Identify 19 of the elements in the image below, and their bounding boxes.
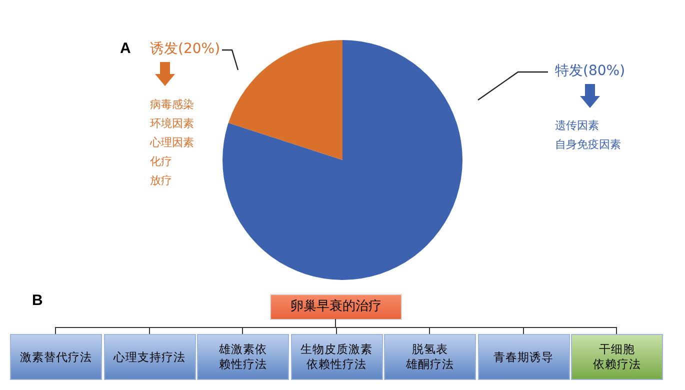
text: 干细胞依赖疗法 bbox=[592, 342, 642, 372]
text: 激素替代疗法 bbox=[19, 350, 93, 364]
text: 放疗 bbox=[150, 173, 172, 189]
text: 青春期诱导 bbox=[492, 350, 554, 364]
text: 卵巢早衰的治疗 bbox=[270, 294, 402, 320]
text: 心理支持疗法 bbox=[112, 350, 186, 364]
slice-label: 诱发(20%) bbox=[150, 40, 220, 58]
text: A bbox=[120, 40, 131, 57]
text: 脱氢表雄酮疗法 bbox=[405, 342, 455, 372]
text: 病毒感染 bbox=[150, 97, 194, 113]
text: B bbox=[32, 292, 43, 309]
text: 雄激素依赖性疗法 bbox=[218, 342, 268, 372]
text: 心理因素 bbox=[150, 135, 194, 151]
text: 化疗 bbox=[150, 154, 172, 170]
slice-label: 特发(80%) bbox=[555, 62, 626, 80]
text: 自身免疫因素 bbox=[555, 137, 621, 153]
text: 生物皮质激素依赖性疗法 bbox=[300, 342, 374, 372]
text: 环境因素 bbox=[150, 116, 194, 132]
text: 遗传因素 bbox=[555, 118, 599, 134]
